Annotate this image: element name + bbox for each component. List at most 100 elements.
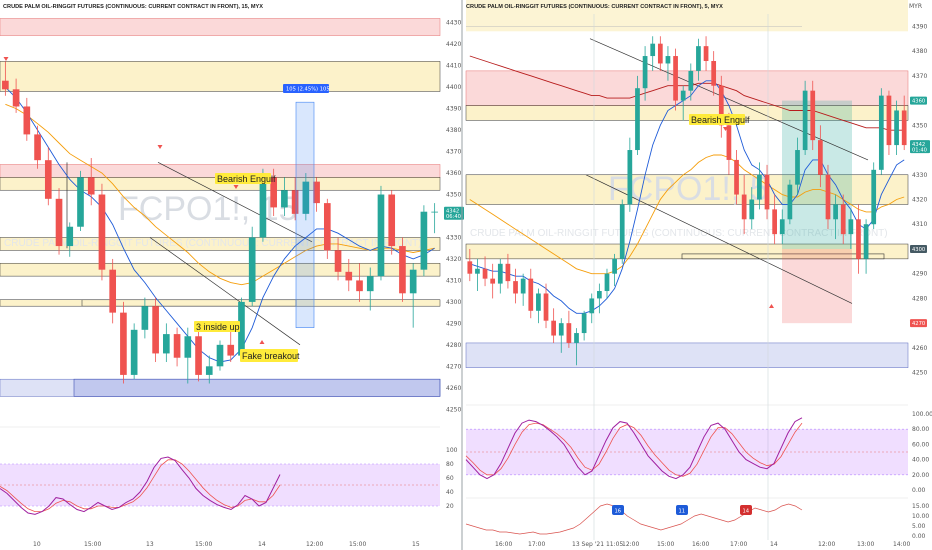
right-candle-24 bbox=[650, 43, 656, 57]
right-price-tag-4300 bbox=[910, 244, 927, 253]
right-price-label-4360: 4360 bbox=[912, 99, 925, 105]
left-candle-9 bbox=[98, 194, 106, 270]
right-support-box bbox=[681, 253, 885, 260]
right-candle-22 bbox=[635, 88, 640, 151]
right-candle-11 bbox=[551, 320, 557, 336]
left-candle-25 bbox=[270, 177, 277, 208]
left-y-tick-4320: 4320 bbox=[446, 256, 461, 263]
right-last-price-label: 4342 bbox=[912, 142, 925, 148]
left-time-axis[interactable]: 10 15:00 13 15:00 14 12:00 15:00 15 bbox=[33, 541, 420, 548]
right-oscillator-pane[interactable]: 0.00 5.00 10.00 15.00 16 11 14 bbox=[465, 503, 929, 540]
right-osc-tick-15: 15.00 bbox=[912, 503, 929, 510]
left-candle-4 bbox=[44, 160, 52, 199]
right-stoch-tick-0: 0.00 bbox=[912, 487, 926, 494]
right-candle-28 bbox=[680, 90, 686, 101]
left-candle-2 bbox=[23, 106, 31, 135]
left-candle-34 bbox=[366, 276, 374, 292]
left-candle-37 bbox=[399, 246, 406, 294]
right-osc-marker-label-0: 16 bbox=[615, 509, 622, 515]
right-candle-2 bbox=[482, 268, 488, 279]
left-candle-13 bbox=[141, 306, 149, 330]
right-candle-31 bbox=[703, 46, 709, 61]
right-y-tick-4280: 4280 bbox=[912, 295, 927, 302]
left-candle-6 bbox=[66, 226, 74, 247]
right-candle-55 bbox=[886, 95, 892, 146]
left-y-tick-4300: 4300 bbox=[446, 299, 461, 306]
right-price-axis[interactable]: 4250426042704280429043004310432043304340… bbox=[910, 23, 930, 377]
right-candle-8 bbox=[528, 278, 534, 311]
right-candle-15 bbox=[581, 313, 587, 334]
right-candle-39 bbox=[764, 174, 770, 210]
left-x-tick-0: 10 bbox=[33, 541, 41, 548]
right-price-label-4300: 4300 bbox=[912, 247, 925, 253]
right-chart-panel[interactable]: FCPO1!, 5 CRUDE PALM OIL-RINGGIT FUTURES… bbox=[465, 0, 932, 548]
left-y-tick-4410: 4410 bbox=[446, 63, 461, 70]
right-y-tick-4330: 4330 bbox=[912, 172, 927, 179]
left-x-tick-4: 14 bbox=[258, 541, 266, 548]
right-price-tag-4270 bbox=[910, 319, 927, 328]
right-candle-27 bbox=[673, 56, 678, 101]
left-candle-28 bbox=[302, 181, 310, 214]
left-candle-7 bbox=[77, 177, 84, 227]
left-x-tick-7: 15 bbox=[412, 541, 420, 548]
left-inside-up-label: 3 inside up bbox=[196, 322, 240, 332]
right-arrow-marker-0 bbox=[723, 127, 728, 131]
right-candle-32 bbox=[711, 60, 717, 86]
right-candle-9 bbox=[536, 293, 541, 311]
left-candles bbox=[2, 61, 438, 384]
right-candle-50 bbox=[848, 219, 854, 235]
right-bearish-engulf-bg bbox=[689, 114, 745, 125]
right-candle-1 bbox=[475, 268, 480, 274]
left-candle-38 bbox=[409, 269, 417, 294]
right-osc-marker-label-2: 14 bbox=[743, 509, 750, 515]
right-channel-top-line bbox=[589, 38, 869, 161]
right-moving-averages bbox=[469, 55, 905, 314]
right-ema-slow-line bbox=[469, 154, 905, 275]
right-y-tick-4380: 4380 bbox=[912, 48, 927, 55]
left-candle-1 bbox=[12, 89, 20, 107]
left-chart-panel[interactable]: FCPO1!, 15 CRUDE PALM OIL-RINGGIT FUTURE… bbox=[0, 4, 464, 548]
left-x-tick-3: 15:00 bbox=[195, 541, 212, 548]
right-x-tick-7: 14 bbox=[770, 541, 778, 548]
left-x-tick-5: 12:00 bbox=[306, 541, 323, 548]
left-projection: 105 (2.45%) 105 bbox=[283, 84, 330, 328]
left-candle-5 bbox=[55, 198, 63, 247]
right-candle-6 bbox=[513, 281, 518, 294]
right-candle-47 bbox=[825, 174, 831, 220]
left-candle-24 bbox=[259, 177, 267, 238]
left-price-axis[interactable]: 4250426042704280429043004310432043304340… bbox=[444, 20, 464, 414]
right-osc-marker-0 bbox=[612, 505, 624, 515]
right-stoch-d-line bbox=[465, 422, 803, 477]
right-candle-43 bbox=[795, 150, 800, 185]
left-candle-22 bbox=[238, 301, 245, 356]
left-stoch-tick-20: 20 bbox=[446, 503, 454, 510]
left-y-tick-4310: 4310 bbox=[446, 277, 461, 284]
left-zone-yellow-6 bbox=[0, 299, 441, 307]
right-candle-17 bbox=[596, 291, 602, 299]
right-candle-3 bbox=[490, 278, 496, 284]
left-watermark-sub: CRUDE PALM OIL-RINGGIT FUTURES (CONTINUO… bbox=[4, 238, 422, 249]
right-stochastic-pane[interactable]: 0.00 20.00 40.00 60.00 80.00 100.00 bbox=[465, 404, 932, 499]
left-stoch-tick-80: 80 bbox=[446, 461, 454, 468]
right-stoch-tick-80: 80.00 bbox=[912, 426, 929, 433]
left-watermark: FCPO1!, 15 bbox=[118, 190, 298, 228]
right-x-tick-8: 12:00 bbox=[818, 541, 835, 548]
right-candle-36 bbox=[741, 194, 747, 220]
right-candle-45 bbox=[810, 90, 816, 141]
left-candle-8 bbox=[87, 177, 95, 195]
right-candle-18 bbox=[604, 273, 610, 292]
left-candle-21 bbox=[227, 344, 235, 356]
left-y-tick-4330: 4330 bbox=[446, 234, 461, 241]
left-last-price-countdown: 06:40 bbox=[446, 214, 461, 220]
right-candle-14 bbox=[574, 333, 579, 343]
right-candle-40 bbox=[772, 209, 778, 235]
right-y-tick-4370: 4370 bbox=[912, 73, 927, 80]
left-stochastic-pane[interactable]: 20 40 60 80 100 bbox=[0, 426, 458, 515]
right-osc-marker-2 bbox=[740, 505, 752, 515]
left-stoch-d-line bbox=[0, 459, 281, 512]
right-zone-supply-0 bbox=[465, 70, 909, 106]
right-candle-7 bbox=[520, 278, 526, 294]
left-y-tick-4280: 4280 bbox=[446, 342, 461, 349]
